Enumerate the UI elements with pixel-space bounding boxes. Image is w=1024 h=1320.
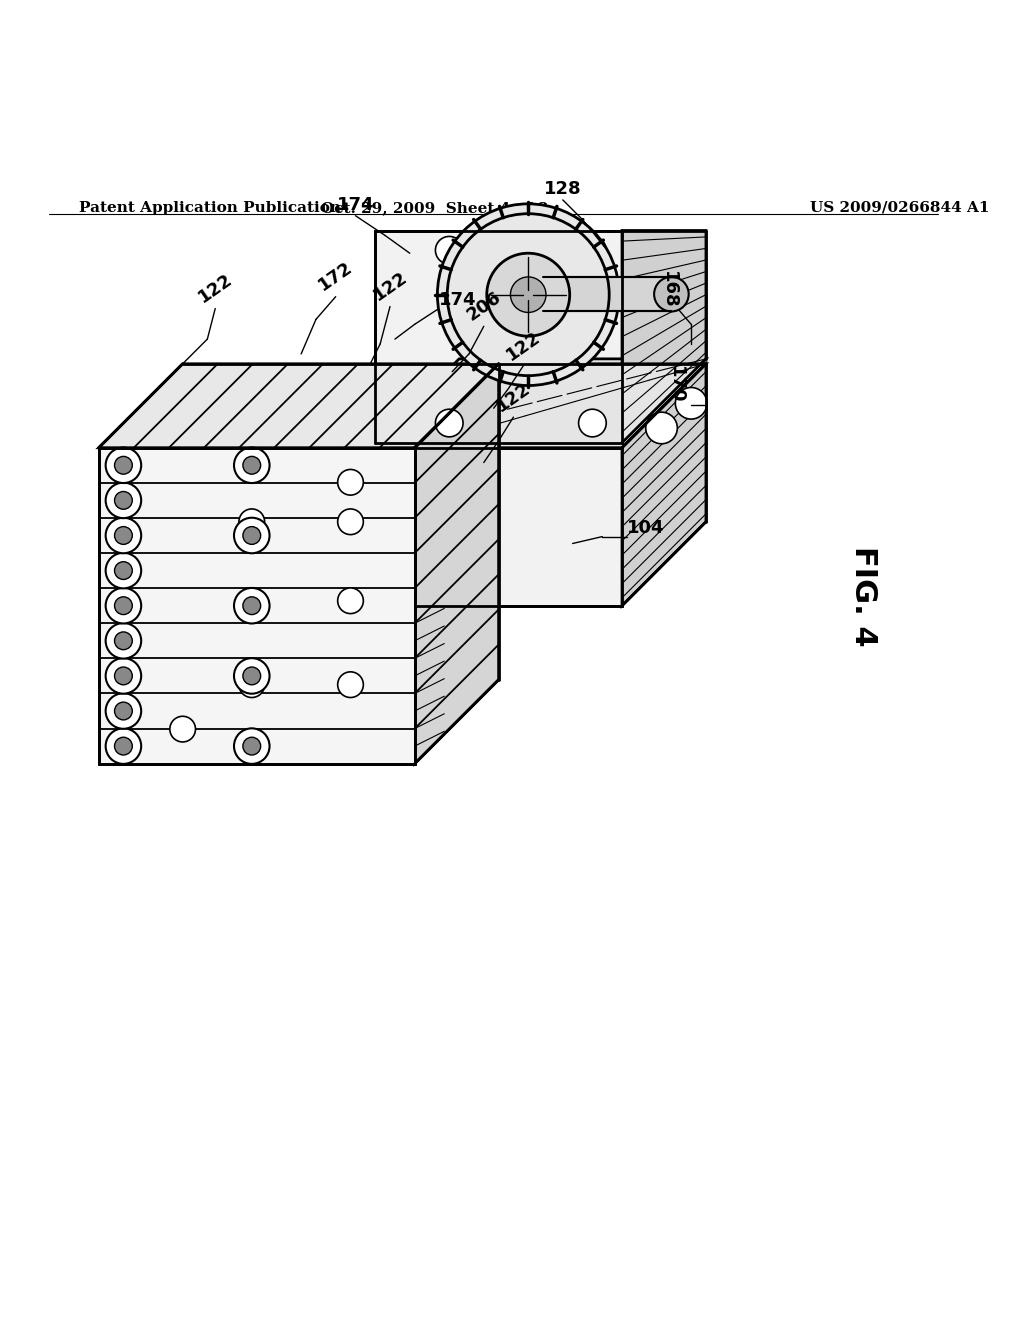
Circle shape xyxy=(115,632,132,649)
Circle shape xyxy=(234,517,269,553)
Circle shape xyxy=(234,587,269,623)
Circle shape xyxy=(115,667,132,685)
Circle shape xyxy=(105,553,141,589)
Circle shape xyxy=(437,203,620,385)
Circle shape xyxy=(105,623,141,659)
Text: 170: 170 xyxy=(667,366,684,404)
Circle shape xyxy=(338,470,364,495)
Text: 104: 104 xyxy=(627,519,665,537)
Polygon shape xyxy=(98,364,499,447)
Circle shape xyxy=(105,483,141,519)
Circle shape xyxy=(239,587,264,614)
Circle shape xyxy=(115,597,132,615)
Text: 172: 172 xyxy=(315,259,356,294)
Circle shape xyxy=(105,447,141,483)
Polygon shape xyxy=(375,359,706,442)
Circle shape xyxy=(338,587,364,614)
Circle shape xyxy=(654,277,689,312)
Circle shape xyxy=(170,717,196,742)
Text: 122: 122 xyxy=(493,379,534,414)
Circle shape xyxy=(243,597,261,615)
Text: Oct. 29, 2009  Sheet 4 of 8: Oct. 29, 2009 Sheet 4 of 8 xyxy=(321,201,548,215)
Circle shape xyxy=(115,457,132,474)
Circle shape xyxy=(115,491,132,510)
Circle shape xyxy=(243,738,261,755)
Circle shape xyxy=(676,388,707,418)
Circle shape xyxy=(115,702,132,719)
Circle shape xyxy=(435,236,463,264)
Text: 122: 122 xyxy=(195,271,236,306)
Circle shape xyxy=(105,587,141,623)
Circle shape xyxy=(243,457,261,474)
Text: FIG. 4: FIG. 4 xyxy=(850,545,879,645)
Circle shape xyxy=(243,667,261,685)
Text: 174: 174 xyxy=(337,195,374,214)
Circle shape xyxy=(243,527,261,544)
Text: US 2009/0266844 A1: US 2009/0266844 A1 xyxy=(810,201,989,215)
Circle shape xyxy=(115,738,132,755)
Circle shape xyxy=(105,517,141,553)
Circle shape xyxy=(510,277,546,313)
Text: 122: 122 xyxy=(370,268,411,305)
Text: 206: 206 xyxy=(463,288,505,325)
Circle shape xyxy=(486,253,569,337)
Circle shape xyxy=(239,510,264,535)
Polygon shape xyxy=(98,447,415,764)
Text: 174: 174 xyxy=(439,292,477,309)
Polygon shape xyxy=(375,231,622,442)
Polygon shape xyxy=(622,231,706,442)
Polygon shape xyxy=(415,364,499,764)
Circle shape xyxy=(239,672,264,697)
Polygon shape xyxy=(543,277,672,312)
Circle shape xyxy=(234,729,269,764)
Circle shape xyxy=(105,659,141,694)
Circle shape xyxy=(646,412,677,444)
Circle shape xyxy=(338,672,364,697)
Circle shape xyxy=(579,236,606,264)
Text: 168: 168 xyxy=(659,271,678,309)
Circle shape xyxy=(579,409,606,437)
Circle shape xyxy=(115,527,132,544)
Text: Patent Application Publication: Patent Application Publication xyxy=(79,201,341,215)
Circle shape xyxy=(115,562,132,579)
Circle shape xyxy=(234,447,269,483)
Circle shape xyxy=(234,659,269,694)
Circle shape xyxy=(105,729,141,764)
Text: 122: 122 xyxy=(503,327,544,364)
Polygon shape xyxy=(622,364,706,606)
Polygon shape xyxy=(415,364,706,447)
Circle shape xyxy=(435,409,463,437)
Circle shape xyxy=(105,693,141,729)
Text: 128: 128 xyxy=(544,180,582,198)
Polygon shape xyxy=(415,447,622,606)
Circle shape xyxy=(338,510,364,535)
